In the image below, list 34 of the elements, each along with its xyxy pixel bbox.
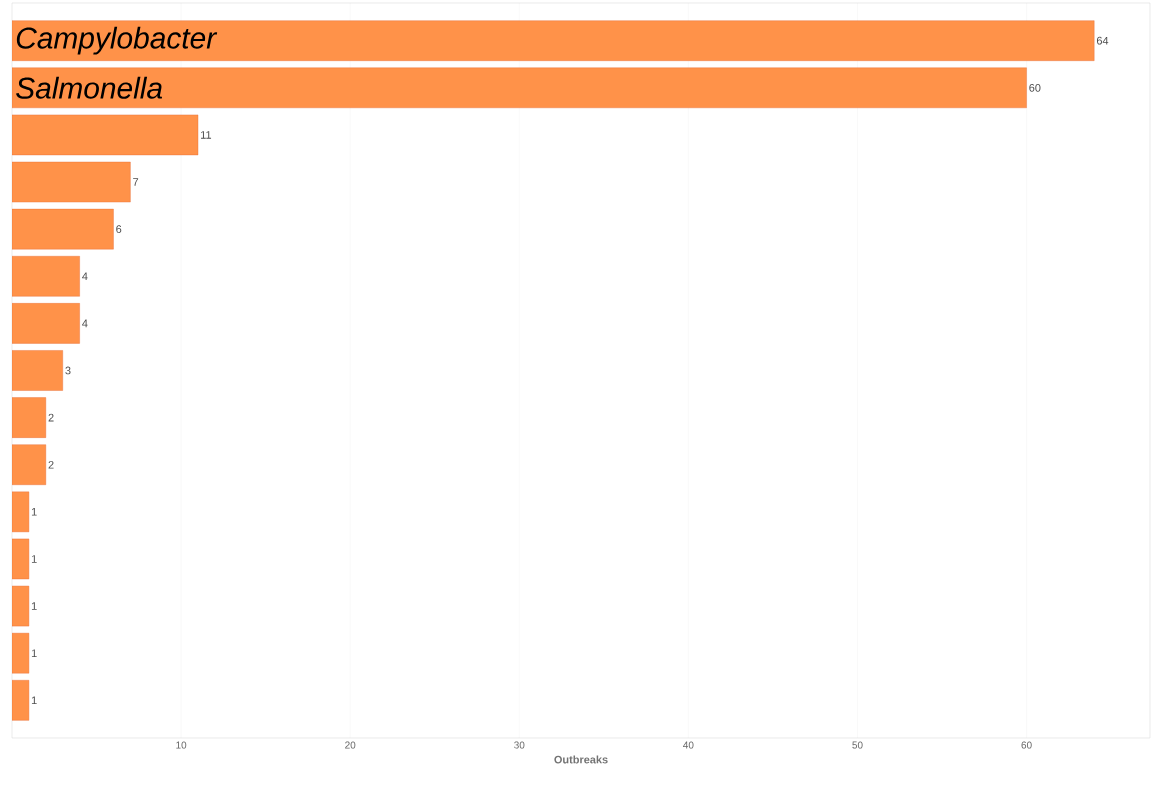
x-tick-label: 30 xyxy=(514,741,525,749)
data-label: 64 xyxy=(1096,36,1109,45)
data-label: 3 xyxy=(65,366,71,375)
data-label: 60 xyxy=(1029,83,1041,92)
y-tick-label: Salmonella xyxy=(16,76,163,99)
data-label: 6 xyxy=(116,225,122,234)
data-label: 4 xyxy=(82,272,88,281)
x-tick-label: 10 xyxy=(176,741,187,749)
data-label: 2 xyxy=(48,460,54,469)
data-label: 11 xyxy=(201,131,212,139)
data-label: 1 xyxy=(31,696,37,705)
data-label: 2 xyxy=(48,413,54,422)
bar xyxy=(12,208,114,250)
data-label: 1 xyxy=(31,508,37,516)
x-axis-title: Outbreaks xyxy=(554,755,608,764)
x-tick-label: 20 xyxy=(345,741,356,749)
x-tick-label: 40 xyxy=(683,741,694,749)
x-tick-label: 50 xyxy=(852,741,863,749)
data-label: 1 xyxy=(31,649,37,657)
data-label: 7 xyxy=(133,178,139,186)
data-label: 4 xyxy=(82,319,88,328)
bar xyxy=(12,20,1095,61)
data-label: 1 xyxy=(31,555,37,563)
data-label: 1 xyxy=(31,602,37,610)
bar xyxy=(12,303,80,344)
bar xyxy=(12,161,131,203)
bar xyxy=(12,67,1027,109)
bar xyxy=(12,397,47,438)
bar xyxy=(12,350,63,391)
bar xyxy=(12,444,47,485)
bar xyxy=(12,114,199,156)
y-tick-label: Campylobacter xyxy=(16,26,218,55)
bar xyxy=(12,256,80,297)
x-tick-label: 60 xyxy=(1021,741,1032,749)
